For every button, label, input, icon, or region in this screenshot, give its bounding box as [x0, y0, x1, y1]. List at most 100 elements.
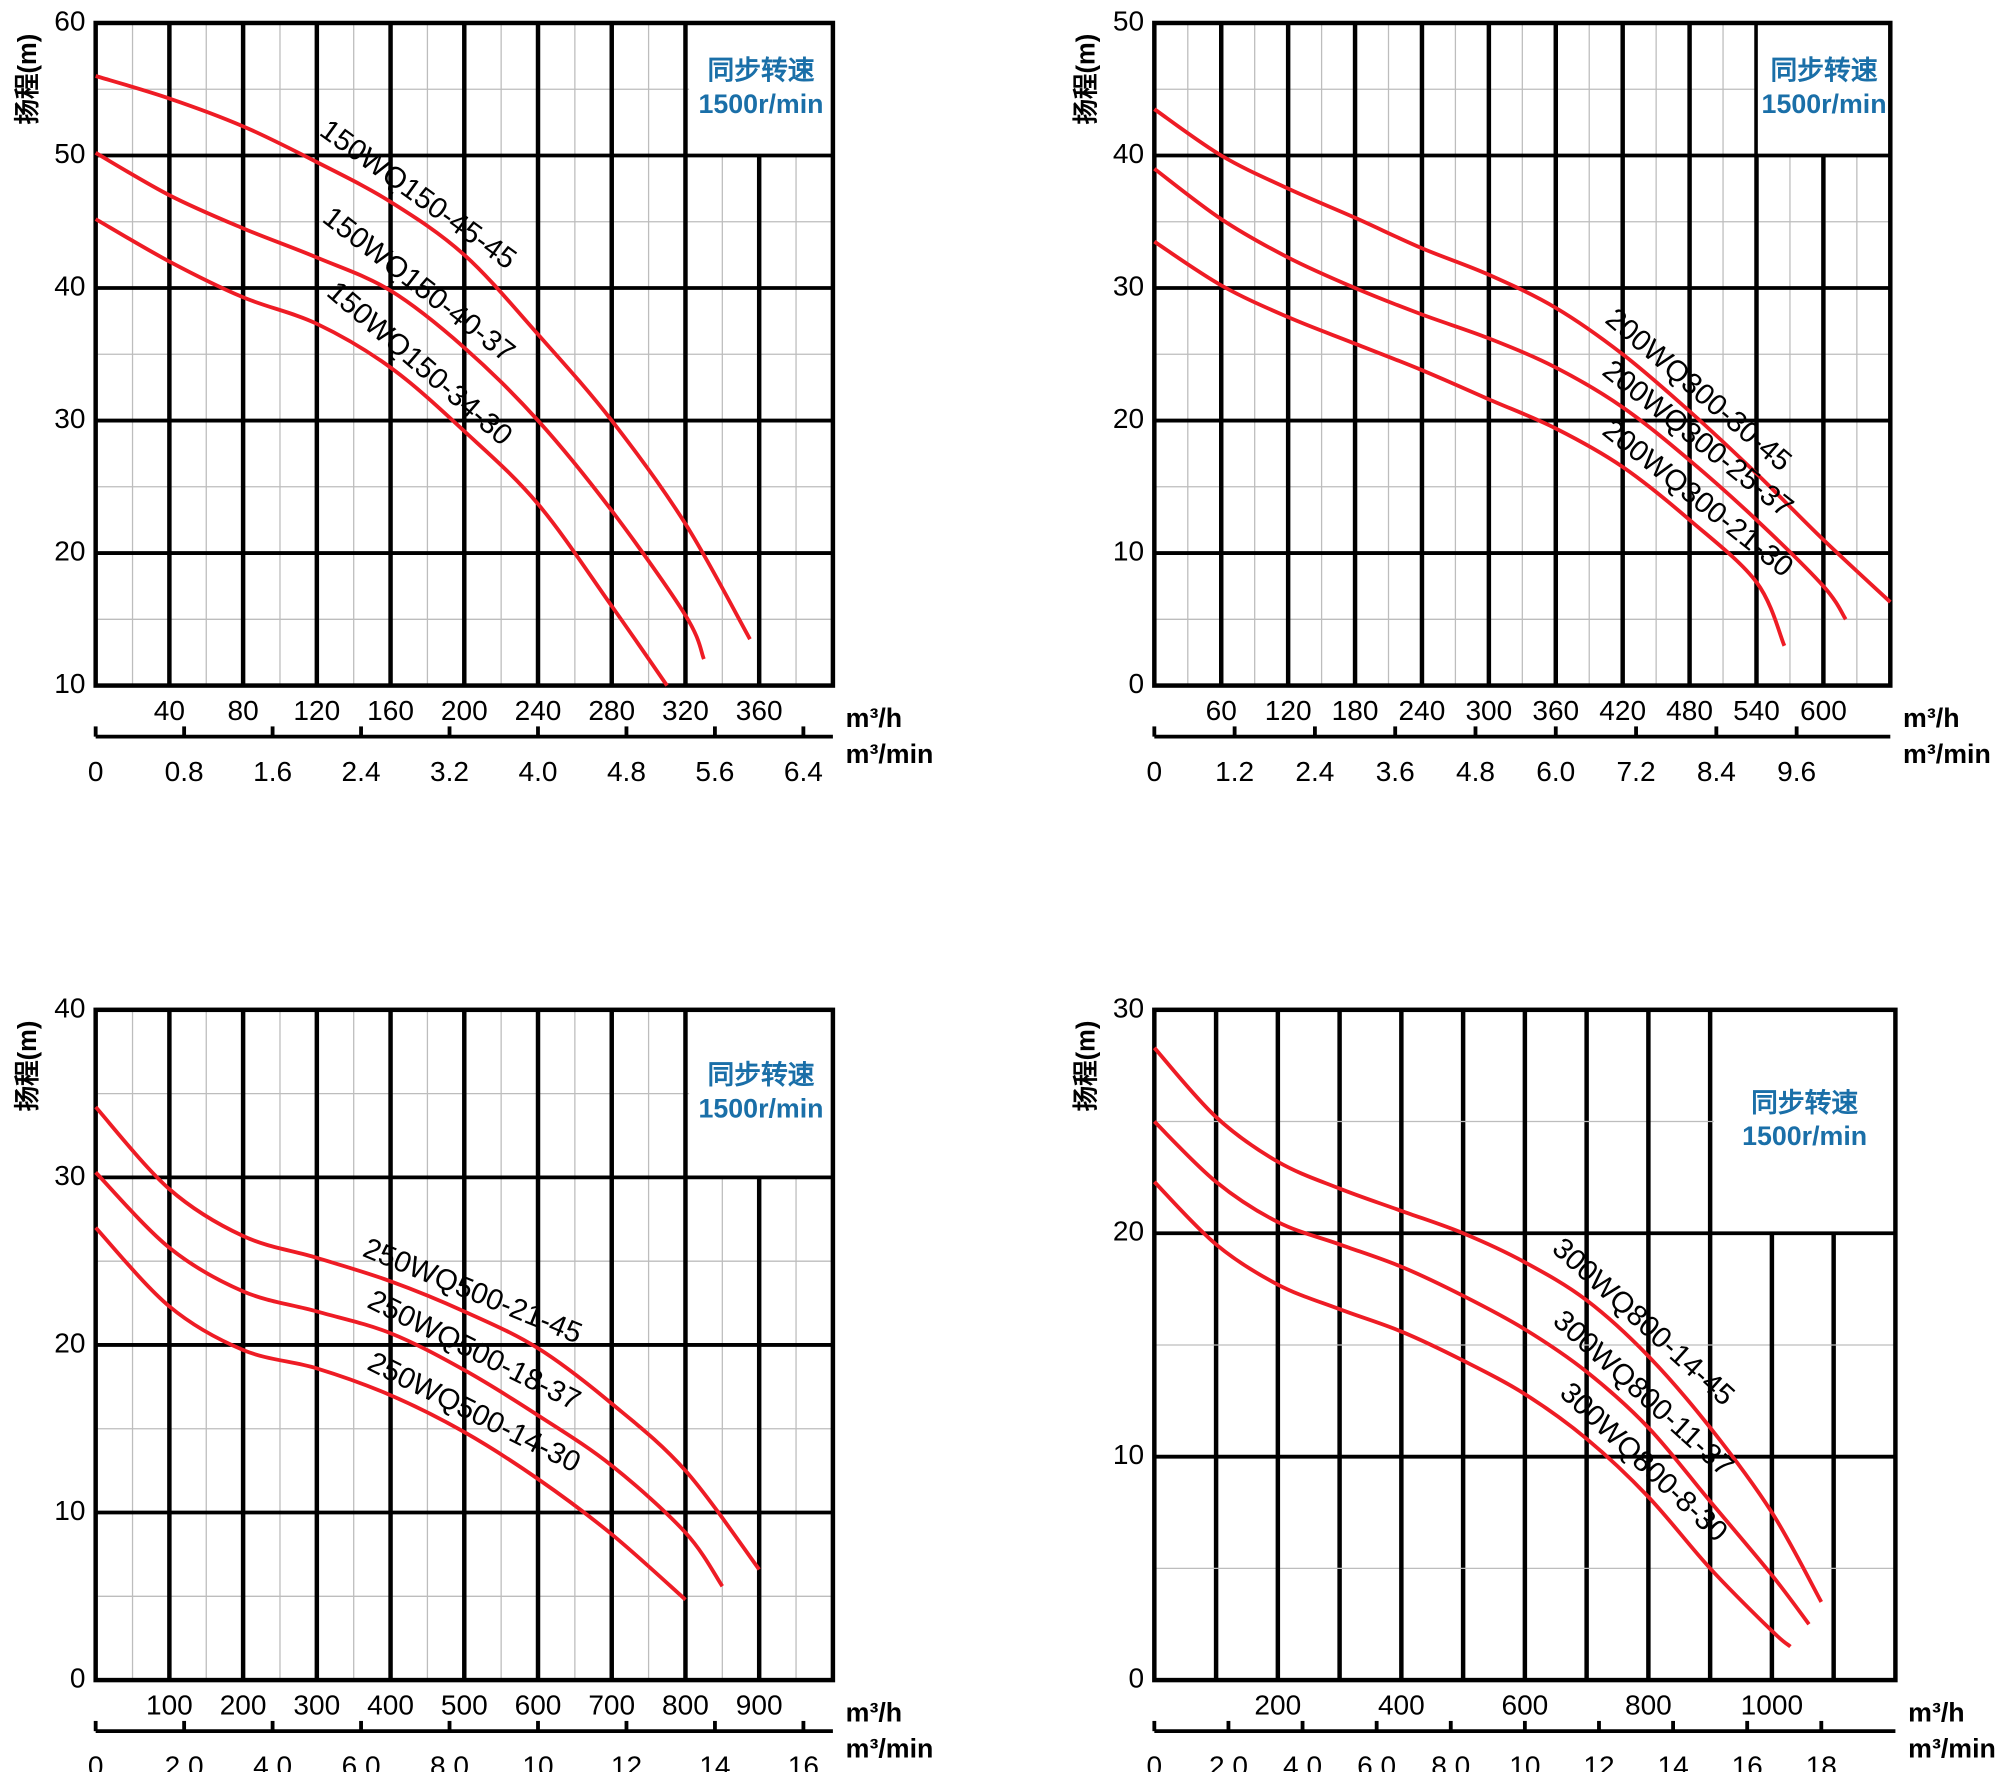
annotation: 1500r/min — [699, 89, 824, 119]
y-tick-label: 20 — [1113, 403, 1144, 434]
x-axis-label: m³/h — [1903, 703, 1960, 733]
x2-tick-label: 4.8 — [1456, 756, 1495, 787]
y-axis-label: 扬程(m) — [14, 34, 42, 125]
y-tick-label: 50 — [1113, 5, 1144, 36]
x2-axis-label: m³/min — [846, 1733, 934, 1763]
x2-tick-label: 3.2 — [430, 756, 469, 787]
x-tick-label: 60 — [1206, 695, 1237, 726]
x-tick-label: 40 — [154, 695, 185, 726]
annotation: 同步转速 — [707, 56, 814, 86]
x-tick-label: 200 — [220, 1689, 267, 1720]
x2-tick-label: 14 — [1657, 1751, 1688, 1772]
x-tick-label: 160 — [367, 695, 414, 726]
x-tick-label: 80 — [228, 695, 259, 726]
x2-tick-label: 16 — [788, 1751, 819, 1772]
y-tick-label: 30 — [1113, 270, 1144, 301]
x2-tick-label: 14 — [699, 1751, 730, 1772]
y-tick-label: 20 — [54, 1327, 85, 1358]
x-tick-label: 800 — [662, 1689, 709, 1720]
x-tick-label: 360 — [736, 695, 783, 726]
curve — [1152, 1046, 1823, 1603]
curve — [1153, 1120, 1811, 1626]
y-tick-label: 40 — [1113, 138, 1144, 169]
y-tick-label: 20 — [1113, 1216, 1144, 1247]
x-tick-label: 120 — [293, 695, 340, 726]
x2-axis-label: m³/min — [1903, 739, 1991, 769]
x2-tick-label: 4.0 — [1283, 1751, 1322, 1772]
x2-tick-label: 2.0 — [165, 1751, 204, 1772]
x-axis-label: m³/h — [846, 703, 903, 733]
x-tick-label: 300 — [293, 1689, 340, 1720]
x2-tick-label: 5.6 — [695, 756, 734, 787]
y-tick-label: 40 — [54, 270, 85, 301]
curve — [1153, 240, 1787, 647]
plot-frame — [1152, 20, 1893, 688]
x2-tick-label: 3.6 — [1376, 756, 1415, 787]
x2-tick-label: 4.8 — [607, 756, 646, 787]
x2-tick-label: 2.4 — [1295, 756, 1334, 787]
x2-axis-label: m³/min — [846, 739, 934, 769]
x-tick-label: 100 — [146, 1689, 193, 1720]
x-tick-label: 1000 — [1741, 1689, 1803, 1720]
x-tick-label: 420 — [1599, 695, 1646, 726]
x2-tick-label: 18 — [1806, 1751, 1837, 1772]
annotation: 同步转速 — [1751, 1088, 1858, 1118]
annotation: 1500r/min — [1762, 89, 1887, 119]
y-tick-label: 40 — [54, 992, 85, 1023]
x-axis-label: m³/h — [846, 1698, 903, 1728]
y-tick-label: 0 — [1129, 668, 1145, 699]
y-tick-label: 60 — [54, 5, 85, 36]
curve — [94, 1105, 761, 1571]
x-tick-label: 240 — [515, 695, 562, 726]
y-tick-label: 20 — [54, 535, 85, 566]
x2-tick-label: 9.6 — [1777, 756, 1816, 787]
x-tick-label: 320 — [662, 695, 709, 726]
x-tick-label: 600 — [1501, 1689, 1548, 1720]
annotation: 1500r/min — [699, 1093, 824, 1123]
annotation: 1500r/min — [1742, 1121, 1867, 1151]
x-tick-label: 900 — [736, 1689, 783, 1720]
x2-tick-label: 2.4 — [342, 756, 381, 787]
x2-tick-label: 0 — [88, 1751, 104, 1772]
y-tick-label: 10 — [54, 668, 85, 699]
x-tick-label: 600 — [515, 1689, 562, 1720]
x2-tick-label: 0 — [1147, 756, 1163, 787]
annotation-box — [689, 1009, 833, 1178]
x-tick-label: 360 — [1532, 695, 1579, 726]
x-tick-label: 540 — [1733, 695, 1780, 726]
curve — [1153, 107, 1892, 604]
x-tick-label: 280 — [588, 695, 635, 726]
curve — [94, 1171, 724, 1588]
x2-tick-label: 6.0 — [1536, 756, 1575, 787]
x-tick-label: 480 — [1666, 695, 1713, 726]
x2-axis-label: m³/min — [1908, 1733, 1996, 1763]
x-tick-label: 700 — [588, 1689, 635, 1720]
x-axis-label: m³/h — [1908, 1698, 1965, 1728]
x2-tick-label: 6.0 — [342, 1751, 381, 1772]
annotation: 同步转速 — [1771, 56, 1878, 86]
x-tick-label: 300 — [1465, 695, 1512, 726]
y-tick-label: 0 — [1129, 1662, 1145, 1693]
x-tick-label: 180 — [1332, 695, 1379, 726]
x-tick-label: 200 — [441, 695, 488, 726]
x-tick-label: 240 — [1399, 695, 1446, 726]
x2-tick-label: 6.4 — [784, 756, 823, 787]
plot-frame — [1152, 1007, 1898, 1683]
x2-tick-label: 6.0 — [1357, 1751, 1396, 1772]
x2-tick-label: 10 — [522, 1751, 553, 1772]
x2-tick-label: 8.0 — [1431, 1751, 1470, 1772]
curve — [94, 151, 706, 660]
y-tick-label: 10 — [1113, 1439, 1144, 1470]
curve — [94, 217, 669, 687]
y-tick-label: 30 — [54, 403, 85, 434]
x-tick-label: 400 — [367, 1689, 414, 1720]
x2-tick-label: 4.0 — [518, 756, 557, 787]
x2-tick-label: 2.0 — [1209, 1751, 1248, 1772]
x-tick-label: 500 — [441, 1689, 488, 1720]
y-tick-label: 30 — [1113, 992, 1144, 1023]
x2-tick-label: 0 — [88, 756, 104, 787]
y-tick-label: 50 — [54, 138, 85, 169]
x2-tick-label: 7.2 — [1617, 756, 1656, 787]
